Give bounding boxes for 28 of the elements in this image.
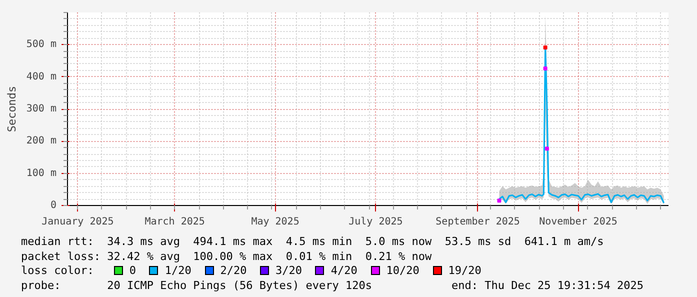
point [544,146,549,151]
x-tick-label: May 2025 [251,216,300,228]
x-tick-label: July 2025 [348,216,403,228]
text: probe: 20 ICMP Echo Pings (56 Bytes) every 120s end: Thu Dec 25 19:31:54 2025 [21,278,644,292]
legend-label: 2/20 [220,264,247,277]
x-tick-label: January 2025 [42,216,114,228]
x-tick-label: November 2025 [539,216,618,228]
y-tick-label: 0 [50,200,57,211]
legend-label: 4/20 [330,264,358,277]
legend-label: 0 [129,264,136,277]
y-tick-label: 400 m [26,71,57,82]
y-tick-label: 300 m [26,104,57,114]
legend-label: 10/20 [386,264,420,277]
point [543,46,548,50]
legend-title: loss color: [21,264,94,277]
legend-label: 3/20 [276,264,302,277]
x-tick-label: September 2025 [436,216,520,228]
y-tick-label: 500 m [26,39,57,50]
point [543,66,548,70]
text: packet loss: 32.42 % avg 100.00 % max 0.01 % min 0.21 % now [21,250,432,262]
y-tick-label: 100 m [26,168,57,179]
legend-label: 19/20 [448,264,482,277]
legend-label: 1/20 [164,264,192,277]
y-tick-label: 200 m [26,136,57,147]
point [497,198,502,203]
x-tick-label: March 2025 [144,216,205,228]
text: median rtt: 34.3 ms avg 494.1 ms max 4.5 ms min 5.0 ms now 53.5 ms sd 641.1 m am/s [21,235,604,248]
y-axis-title: Seconds [5,86,18,132]
